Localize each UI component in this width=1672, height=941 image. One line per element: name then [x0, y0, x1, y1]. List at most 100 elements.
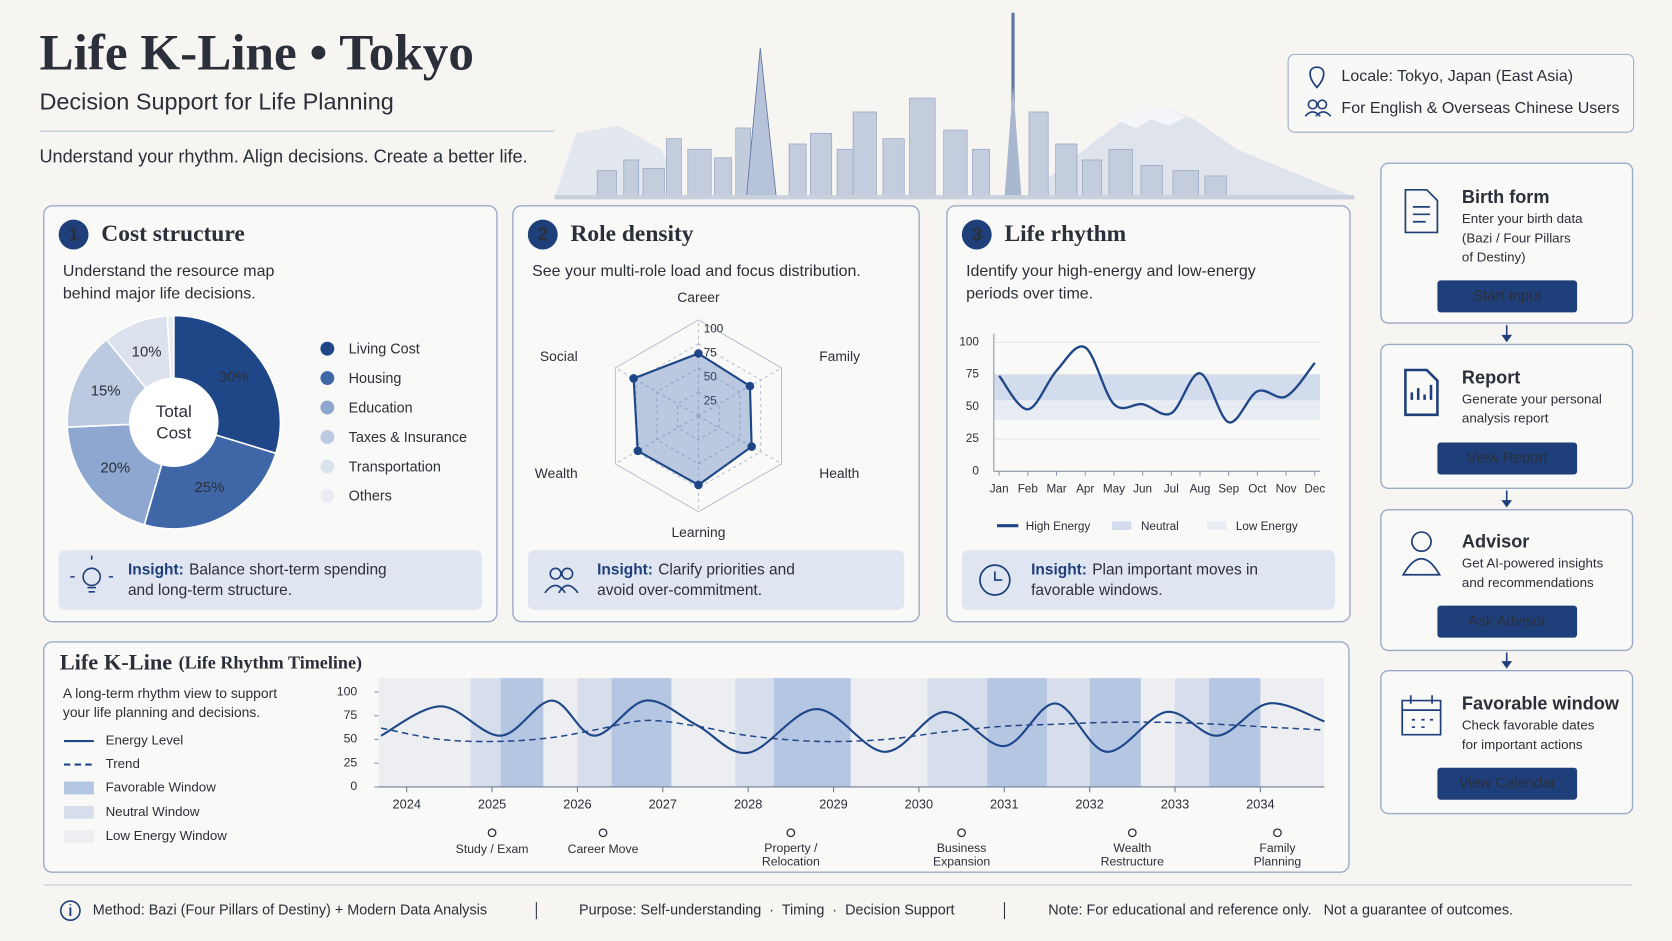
clock-icon — [979, 564, 1011, 596]
legend-swatch — [63, 781, 94, 795]
people-icon — [1304, 111, 1332, 117]
step-button-label[interactable]: View Calendar — [1459, 775, 1556, 792]
audience: For English & Overseas Chinese Users — [1341, 100, 1619, 117]
timeline-description: your life planning and decisions. — [63, 704, 260, 720]
locale: Locale: Tokyo, Japan (East Asia) — [1341, 68, 1573, 85]
y-tick-label: 25 — [966, 432, 980, 445]
x-tick-label: Jun — [1133, 483, 1152, 496]
locale-box — [1287, 53, 1635, 133]
radar-point — [747, 442, 756, 451]
radar-point — [694, 349, 703, 358]
radar-tick-label: 50 — [704, 371, 718, 384]
step-button[interactable] — [1437, 767, 1578, 800]
x-tick-label: Jul — [1164, 483, 1179, 496]
card-number-badge — [961, 219, 992, 250]
legend-swatch — [1207, 521, 1227, 530]
building — [1108, 148, 1133, 198]
skyline-base — [554, 195, 1355, 200]
step-button-label[interactable]: Ask Advisor — [1468, 613, 1546, 630]
step-button[interactable] — [1437, 442, 1578, 475]
radar-axis — [615, 367, 699, 417]
x-tick-label: 2032 — [1075, 796, 1103, 811]
card-description: Identify your high-energy and low-energy — [966, 263, 1256, 280]
card-number: 1 — [69, 224, 79, 244]
legend-label: Favorable Window — [106, 780, 217, 795]
building — [596, 170, 617, 198]
x-tick-label: 2030 — [905, 796, 933, 811]
insight: Insight: Plan important moves in — [1031, 562, 1258, 579]
timeline-title-note: (Life Rhythm Timeline) — [179, 652, 362, 673]
building — [943, 129, 968, 198]
x-tick-label: 2031 — [990, 796, 1018, 811]
people-icon — [549, 567, 562, 580]
event-marker — [1127, 828, 1137, 838]
step-button-label[interactable]: Start Input — [1473, 287, 1543, 304]
step-button-label[interactable]: View Report — [1467, 449, 1549, 466]
legend-swatch — [320, 400, 335, 415]
tokyo-tower — [745, 47, 777, 198]
legend-label: High Energy — [1026, 520, 1091, 533]
legend-label: Housing — [349, 371, 402, 387]
flow-arrow-head — [1501, 334, 1513, 343]
footer-method: Method: Bazi (Four Pillars of Destiny) +… — [93, 902, 487, 918]
flow-arrow-head — [1501, 661, 1513, 669]
y-tick-label: 25 — [344, 755, 358, 769]
x-tick-label: Jan — [990, 483, 1009, 496]
radar-axis-label: Learning — [671, 524, 725, 540]
event-label: Study / Exam — [456, 842, 529, 856]
building — [714, 157, 732, 198]
x-tick-label: 2025 — [478, 796, 506, 811]
card-description: See your multi-role load and focus distr… — [532, 263, 861, 280]
event-label: Business — [937, 841, 987, 855]
card-number-badge — [58, 219, 89, 250]
legend-label: Energy Level — [106, 733, 184, 748]
window-band — [1174, 678, 1210, 787]
x-tick-label: Oct — [1248, 483, 1267, 496]
step-button[interactable] — [1437, 605, 1578, 638]
y-tick-label: 75 — [344, 708, 358, 722]
event-marker — [786, 828, 796, 838]
window-band — [987, 678, 1047, 787]
building — [666, 138, 682, 198]
y-tick-label: 0 — [350, 779, 357, 793]
step-title: Birth form — [1462, 187, 1550, 207]
y-tick-label: 100 — [959, 335, 979, 348]
event-label: Property / — [764, 841, 818, 855]
legend-label: Trend — [106, 756, 140, 771]
event-label: Planning — [1254, 854, 1302, 868]
pie-value-label: 25% — [195, 479, 225, 496]
legend-swatch — [320, 371, 335, 386]
step-button[interactable] — [1437, 280, 1578, 313]
radar-grid — [614, 319, 782, 513]
legend-label: Low Energy Window — [106, 828, 228, 843]
pie-center-label: Cost — [156, 423, 191, 442]
legend-label: Living Cost — [349, 342, 420, 358]
footer-purpose: Purpose: Self-understanding · Timing · D… — [579, 902, 955, 918]
insight-text: and long-term structure. — [128, 582, 292, 599]
radar-tick-label: 25 — [704, 395, 718, 408]
radar-point — [694, 480, 703, 490]
insight-label: Insight: — [597, 562, 653, 579]
page-title: Life K-Line • Tokyo — [39, 24, 474, 81]
mountain — [1023, 106, 1355, 198]
pie-value-label: 30% — [219, 369, 249, 386]
trend-line — [380, 719, 1325, 743]
card-title: Life rhythm — [1004, 221, 1126, 247]
step-description: Enter your birth data — [1462, 211, 1583, 226]
radar-point — [745, 381, 755, 391]
building — [788, 143, 807, 198]
radar-tick-label: 75 — [704, 347, 718, 360]
event-label: Relocation — [762, 854, 820, 868]
y-tick-label: 50 — [344, 732, 358, 746]
radar-grid — [677, 391, 720, 441]
x-tick-label: May — [1103, 483, 1125, 496]
event-label: Expansion — [933, 854, 990, 868]
legend-swatch — [320, 488, 335, 503]
legend-swatch — [1112, 521, 1132, 530]
insight-text: Plan important moves in — [1092, 562, 1258, 579]
legend-swatch — [320, 430, 335, 444]
event-label: Family — [1259, 841, 1296, 855]
building — [909, 97, 936, 198]
pie-hole — [129, 377, 219, 468]
